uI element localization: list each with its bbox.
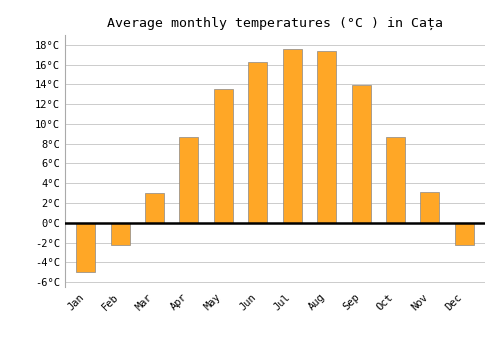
Bar: [180, 137, 199, 223]
Bar: [110, 223, 130, 245]
Bar: [386, 137, 405, 223]
Bar: [76, 223, 95, 272]
Bar: [420, 192, 440, 223]
Title: Average monthly temperatures (°C ) in Cața: Average monthly temperatures (°C ) in Ca…: [107, 17, 443, 30]
Bar: [145, 193, 164, 223]
Bar: [455, 223, 474, 245]
Bar: [352, 85, 370, 223]
Bar: [214, 89, 233, 223]
Bar: [317, 51, 336, 223]
Bar: [248, 62, 268, 223]
Bar: [282, 49, 302, 223]
